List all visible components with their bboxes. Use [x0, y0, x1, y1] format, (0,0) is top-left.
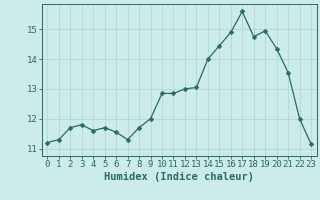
X-axis label: Humidex (Indice chaleur): Humidex (Indice chaleur): [104, 172, 254, 182]
